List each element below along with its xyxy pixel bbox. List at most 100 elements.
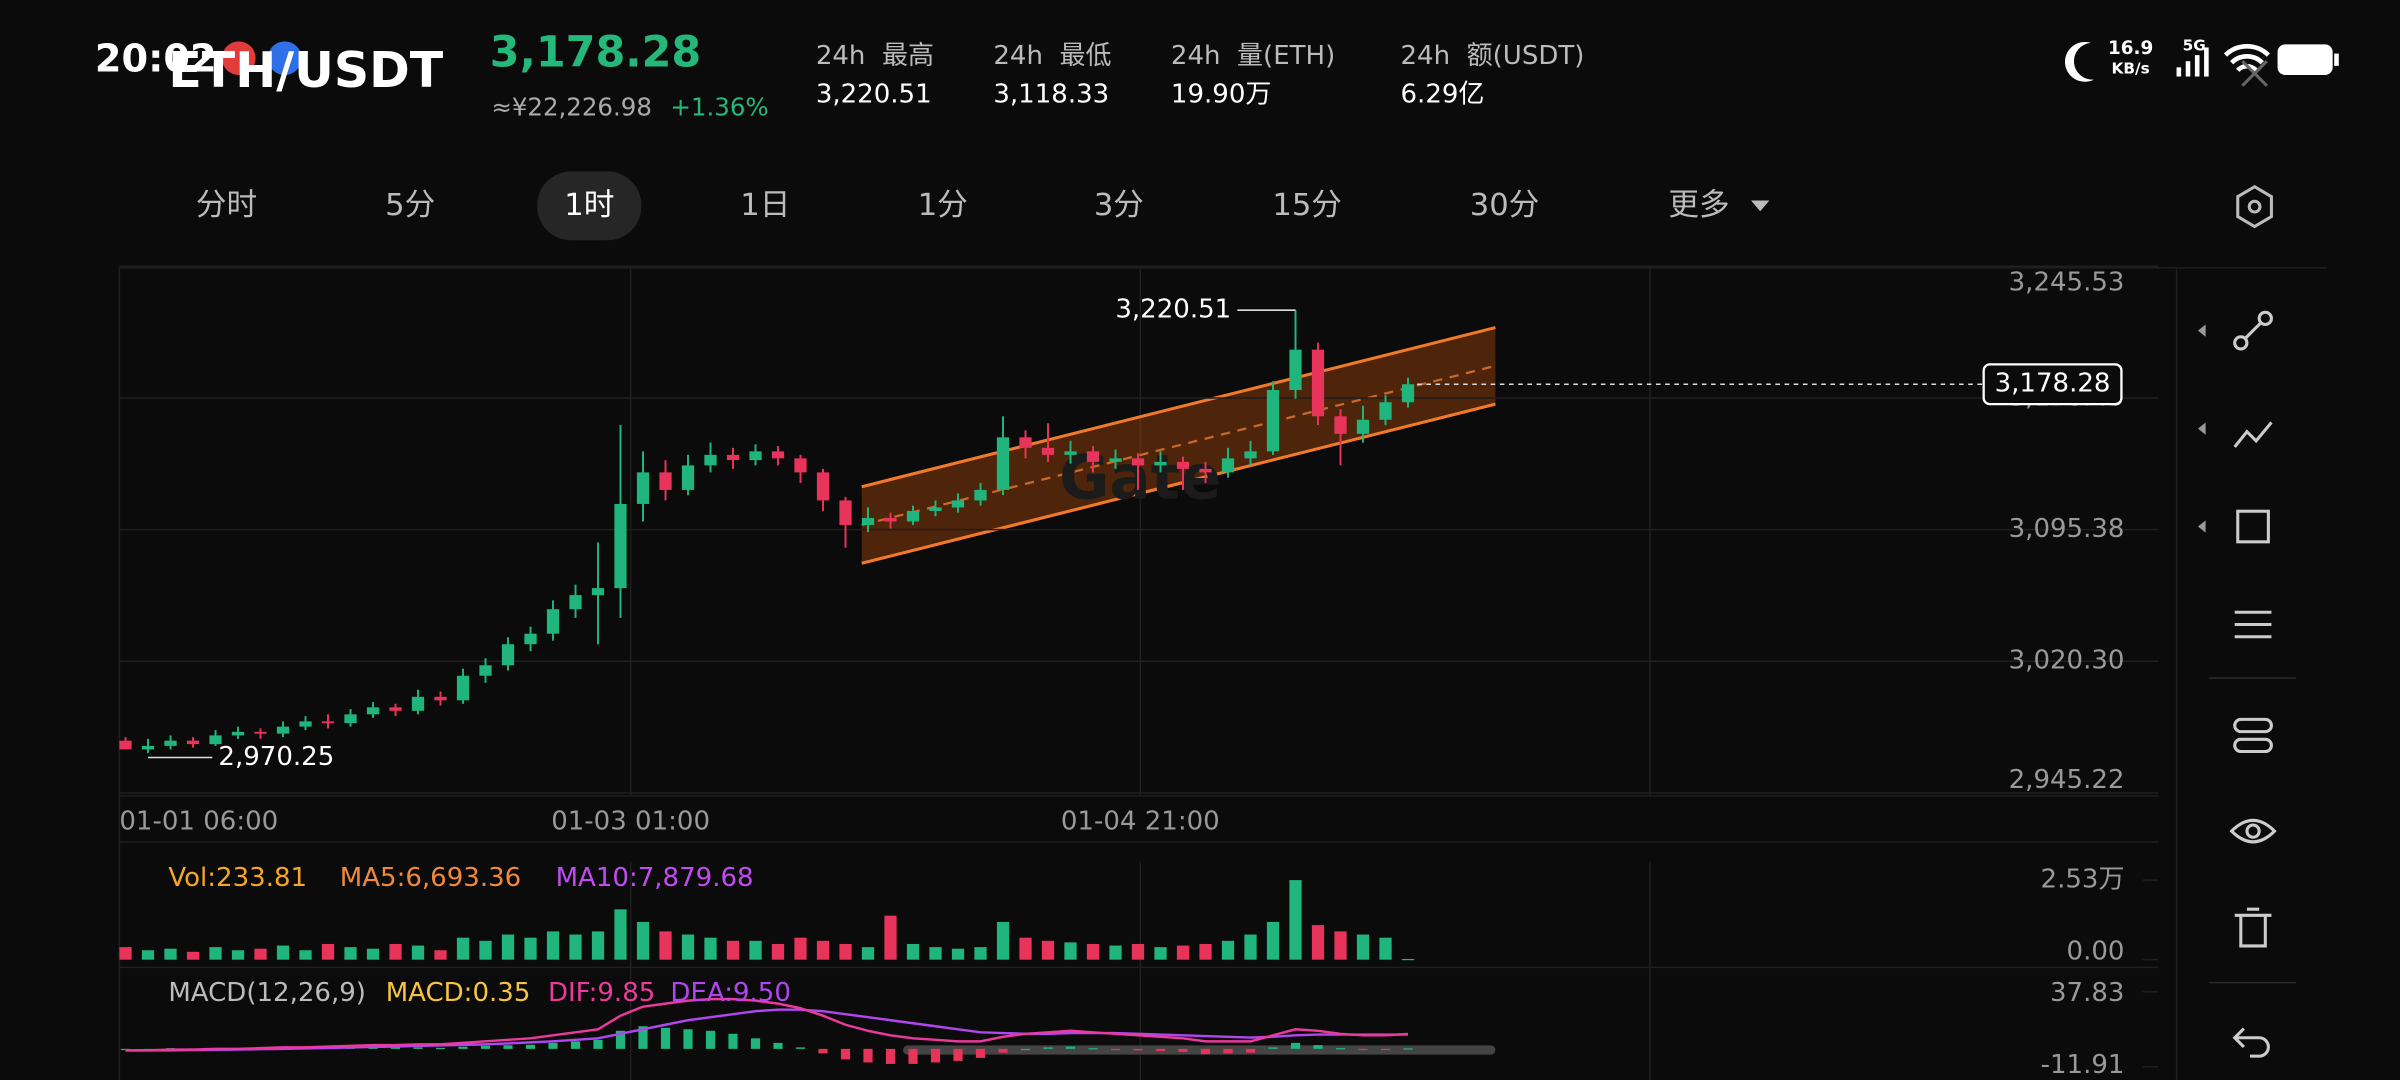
volume-bar: [456, 937, 470, 960]
candle-body: [996, 437, 1010, 490]
timeframe-tab[interactable]: 1分: [918, 188, 968, 223]
macd-bar: [480, 1045, 491, 1049]
candle-body: [794, 458, 807, 473]
macd-bar: [1268, 1047, 1278, 1049]
macd-bar: [728, 1033, 738, 1049]
timeframe-tab[interactable]: 更多: [1668, 188, 1729, 223]
candle-body: [1176, 461, 1190, 469]
volume-bar: [681, 934, 695, 960]
tool-eye[interactable]: [2229, 818, 2277, 844]
pair-title: ETH/USDT: [168, 42, 443, 99]
macd-legend: DEA:9.50: [670, 978, 791, 1008]
volume-bar: [1311, 925, 1325, 960]
volume-bar: [186, 951, 200, 960]
volume-bar: [861, 947, 875, 960]
candle-body: [1244, 451, 1257, 459]
macd-bar: [1020, 1048, 1031, 1051]
volume-bar: [569, 934, 582, 960]
candle-body: [1154, 461, 1167, 466]
stat-value: 6.29亿: [1401, 79, 1485, 109]
scrollbar[interactable]: [903, 1045, 1496, 1055]
macd-bar: [795, 1047, 806, 1049]
timeframe-tab[interactable]: 15分: [1272, 188, 1342, 223]
candle-body: [456, 675, 470, 701]
tool-wave[interactable]: [2233, 421, 2273, 448]
timeframe-tab[interactable]: 5分: [385, 188, 435, 223]
settings-icon[interactable]: [2236, 184, 2273, 229]
volume-bar: [659, 931, 672, 960]
candle-body: [1221, 458, 1235, 473]
macd-bar: [750, 1038, 761, 1049]
timeframe-tab[interactable]: 1时: [564, 188, 614, 223]
macd-bar: [1200, 1048, 1211, 1055]
net-speed-unit: KB/s: [2112, 59, 2150, 77]
candle-body: [366, 707, 380, 715]
volume-bar: [231, 950, 245, 960]
candle-body: [119, 740, 132, 750]
macd-bar: [570, 1041, 581, 1049]
volume-bar: [254, 948, 267, 960]
candle-body: [254, 731, 267, 734]
candle-body: [389, 707, 402, 711]
volume-bar: [1154, 947, 1167, 960]
candle-body: [1311, 349, 1325, 417]
candle-body: [749, 451, 762, 461]
candle-body: [659, 472, 672, 490]
macd-bar: [773, 1042, 783, 1049]
candle-body: [1064, 451, 1077, 455]
macd-bar: [548, 1042, 558, 1049]
timeframe-tab[interactable]: 1日: [740, 188, 790, 223]
last-price-label: 3,178.28: [1995, 369, 2111, 399]
selected-tab-bg: [537, 171, 642, 241]
candle-body: [1289, 349, 1302, 390]
macd-bar: [1065, 1046, 1076, 1049]
macd-bar: [1223, 1048, 1233, 1054]
signal-icon: [2176, 47, 2209, 77]
candle-body: [1379, 402, 1392, 420]
channel-upper[interactable]: [861, 326, 1496, 489]
macd-bar: [998, 1048, 1008, 1053]
x-tick-label: 01-03 01:00: [551, 806, 710, 836]
volume-bar: [209, 947, 222, 960]
watermark: Gate: [1059, 443, 1221, 514]
tool-undo[interactable]: [2232, 1027, 2270, 1058]
last-price: 3,178.28: [490, 28, 701, 78]
candle-body: [141, 745, 155, 750]
macd-bar: [1335, 1048, 1346, 1050]
timeframe-tab[interactable]: 30分: [1470, 188, 1540, 223]
macd-bar: [525, 1044, 536, 1049]
macd-bar: [1133, 1048, 1143, 1051]
macd-bar: [390, 1047, 401, 1049]
tool-line[interactable]: [2233, 335, 2249, 351]
candle-body: [1401, 384, 1415, 403]
macd-bar: [1358, 1048, 1368, 1051]
timeframe-tab[interactable]: 分时: [196, 188, 257, 223]
channel-lower[interactable]: [861, 402, 1496, 565]
candle-body: [434, 696, 447, 701]
tool-layers[interactable]: [2233, 717, 2273, 734]
macd-bar: [458, 1046, 468, 1049]
macd-bar: [1403, 1048, 1413, 1050]
macd-bar: [705, 1030, 716, 1049]
volume-axis-label: 0.00: [2067, 937, 2125, 967]
candle-body: [1109, 458, 1122, 462]
timeframe-tab[interactable]: 3分: [1094, 188, 1144, 223]
candle-body: [636, 472, 650, 504]
volume-bar: [1244, 934, 1257, 960]
tool-delete[interactable]: [2234, 907, 2272, 948]
candle-body: [861, 517, 875, 525]
volume-bar: [636, 921, 650, 960]
candle-body: [1356, 419, 1370, 434]
volume-bar: [524, 937, 537, 960]
volume-bar: [614, 909, 627, 960]
volume-bar: [1334, 931, 1347, 960]
candle-body: [951, 500, 965, 508]
tool-settings[interactable]: [2234, 610, 2272, 639]
volume-bar: [1289, 880, 1302, 960]
macd-dif-line: [125, 997, 1409, 1052]
tool-shape[interactable]: [2236, 509, 2270, 544]
candle-body: [726, 454, 740, 461]
volume-bar: [591, 931, 605, 960]
y-tick-label: 2,945.22: [2009, 765, 2125, 795]
close-icon[interactable]: [2241, 60, 2268, 87]
